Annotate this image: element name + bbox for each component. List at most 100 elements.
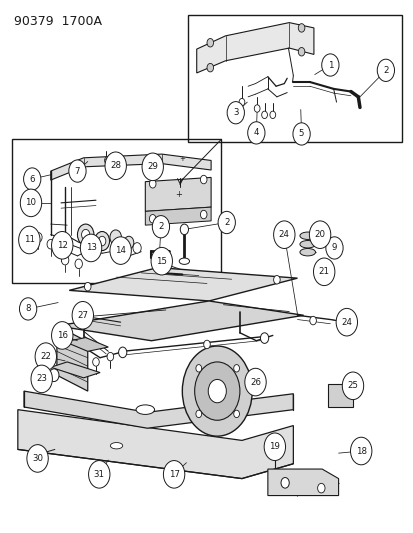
Text: 9: 9 xyxy=(331,244,336,253)
Circle shape xyxy=(133,243,141,253)
Text: 31: 31 xyxy=(93,470,104,479)
Ellipse shape xyxy=(299,240,315,248)
Polygon shape xyxy=(18,410,293,479)
Circle shape xyxy=(107,352,114,361)
Text: 25: 25 xyxy=(347,381,358,390)
Circle shape xyxy=(163,461,184,488)
Circle shape xyxy=(321,54,338,76)
Circle shape xyxy=(35,343,56,370)
Circle shape xyxy=(271,443,278,453)
Circle shape xyxy=(206,63,213,72)
Text: 11: 11 xyxy=(24,236,35,245)
Circle shape xyxy=(298,23,304,32)
Circle shape xyxy=(273,276,280,284)
Ellipse shape xyxy=(299,232,315,239)
Text: 5: 5 xyxy=(298,130,304,139)
Text: 29: 29 xyxy=(147,163,158,171)
Circle shape xyxy=(195,410,201,418)
Circle shape xyxy=(194,362,239,420)
Circle shape xyxy=(52,231,73,259)
Text: 2: 2 xyxy=(158,222,163,231)
Polygon shape xyxy=(69,268,297,301)
Circle shape xyxy=(350,437,371,465)
Circle shape xyxy=(206,38,213,47)
Circle shape xyxy=(182,346,252,436)
Circle shape xyxy=(81,229,90,240)
Text: +: + xyxy=(103,157,109,164)
Circle shape xyxy=(280,478,289,488)
Circle shape xyxy=(61,255,69,265)
Circle shape xyxy=(200,175,206,184)
Text: 12: 12 xyxy=(57,241,68,250)
Circle shape xyxy=(342,372,363,400)
Ellipse shape xyxy=(110,442,122,449)
Text: 24: 24 xyxy=(278,230,289,239)
Circle shape xyxy=(200,211,206,219)
Text: 18: 18 xyxy=(355,447,366,456)
Circle shape xyxy=(95,231,109,251)
Circle shape xyxy=(118,347,126,358)
Polygon shape xyxy=(145,177,211,212)
Circle shape xyxy=(152,216,169,238)
Circle shape xyxy=(309,221,330,248)
Text: 15: 15 xyxy=(156,257,167,265)
Text: 13: 13 xyxy=(85,244,96,253)
Text: 24: 24 xyxy=(340,318,351,327)
Circle shape xyxy=(203,340,210,349)
Circle shape xyxy=(313,258,334,286)
Text: 3: 3 xyxy=(233,108,238,117)
Text: 4: 4 xyxy=(253,128,259,138)
Text: 21: 21 xyxy=(318,268,329,276)
Circle shape xyxy=(47,239,54,249)
Circle shape xyxy=(142,153,163,181)
Bar xyxy=(188,14,401,142)
Circle shape xyxy=(31,365,52,393)
Circle shape xyxy=(298,47,304,56)
Circle shape xyxy=(151,247,172,275)
Circle shape xyxy=(292,123,309,145)
Circle shape xyxy=(254,105,259,112)
Text: 27: 27 xyxy=(77,311,88,320)
Text: 1: 1 xyxy=(327,61,332,69)
Circle shape xyxy=(233,410,239,418)
Circle shape xyxy=(72,302,93,329)
Circle shape xyxy=(19,298,37,320)
Text: 8: 8 xyxy=(25,304,31,313)
Circle shape xyxy=(93,358,99,366)
Text: 22: 22 xyxy=(40,352,51,361)
Text: 19: 19 xyxy=(269,442,280,451)
Circle shape xyxy=(273,221,294,248)
Circle shape xyxy=(49,369,59,382)
Circle shape xyxy=(110,237,131,264)
Circle shape xyxy=(105,152,126,180)
Text: 30: 30 xyxy=(32,454,43,463)
Text: 20: 20 xyxy=(314,230,325,239)
Circle shape xyxy=(80,234,102,262)
Text: +: + xyxy=(179,156,185,162)
Ellipse shape xyxy=(179,258,189,264)
Text: 14: 14 xyxy=(115,246,126,255)
Circle shape xyxy=(52,321,73,349)
Circle shape xyxy=(77,224,94,245)
Text: 7: 7 xyxy=(74,166,80,175)
Circle shape xyxy=(110,230,121,245)
Circle shape xyxy=(149,180,156,188)
Circle shape xyxy=(227,102,244,124)
Circle shape xyxy=(376,59,394,82)
Circle shape xyxy=(32,445,45,461)
Circle shape xyxy=(208,379,226,403)
Polygon shape xyxy=(328,384,352,407)
Polygon shape xyxy=(51,362,100,378)
Circle shape xyxy=(260,333,268,343)
Circle shape xyxy=(35,232,42,242)
Text: +: + xyxy=(174,190,181,199)
Circle shape xyxy=(104,157,110,164)
Bar xyxy=(12,139,221,284)
Circle shape xyxy=(261,111,267,118)
Circle shape xyxy=(195,365,201,372)
Circle shape xyxy=(84,282,91,291)
Text: 26: 26 xyxy=(249,377,260,386)
Ellipse shape xyxy=(299,248,315,256)
Polygon shape xyxy=(145,207,211,225)
Circle shape xyxy=(269,111,275,118)
